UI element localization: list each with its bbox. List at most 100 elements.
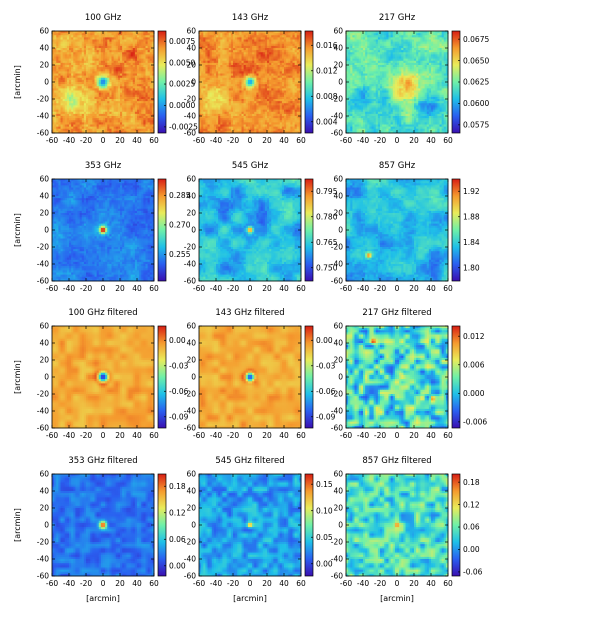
heatmap-cell: [112, 63, 114, 65]
heatmap-cell: [141, 88, 143, 90]
heatmap-cell: [65, 127, 67, 129]
heatmap-cell: [65, 57, 67, 59]
heatmap-cell: [133, 82, 135, 84]
heatmap-cell: [75, 40, 77, 42]
heatmap-cell: [69, 80, 71, 82]
heatmap-cell: [92, 116, 94, 118]
heatmap-cell: [67, 61, 69, 63]
heatmap-cell: [54, 35, 56, 37]
heatmap-cell: [129, 97, 131, 99]
heatmap-cell: [54, 40, 56, 42]
heatmap-cell: [88, 35, 90, 37]
heatmap-cell: [143, 65, 145, 67]
heatmap-cell: [124, 71, 126, 73]
heatmap-cell: [61, 71, 63, 73]
heatmap-cell: [107, 97, 109, 99]
heatmap-cell: [65, 67, 67, 69]
heatmap-cell: [126, 101, 128, 103]
heatmap-cell: [90, 86, 92, 88]
heatmap-cell: [101, 112, 103, 114]
heatmap-cell: [61, 84, 63, 86]
heatmap-cell: [103, 69, 105, 71]
heatmap-cell: [133, 118, 135, 120]
heatmap-cell: [54, 78, 56, 80]
heatmap-cell: [135, 37, 137, 39]
heatmap-cell: [105, 88, 107, 90]
heatmap-cell: [133, 48, 135, 50]
heatmap-cell: [58, 46, 60, 48]
heatmap-cell: [122, 57, 124, 59]
heatmap-cell: [63, 50, 65, 52]
heatmap-cell: [92, 82, 94, 84]
heatmap-cell: [71, 74, 73, 76]
heatmap-cell: [112, 33, 114, 35]
heatmap-cell: [63, 80, 65, 82]
heatmap-cell: [67, 78, 69, 80]
heatmap-cell: [71, 57, 73, 59]
heatmap-cell: [56, 93, 58, 95]
heatmap-cell: [137, 88, 139, 90]
heatmap-cell: [103, 108, 105, 110]
heatmap-cell: [116, 114, 118, 116]
heatmap-cell: [82, 44, 84, 46]
heatmap-cell: [101, 71, 103, 73]
heatmap-cell: [131, 78, 133, 80]
heatmap-cell: [146, 71, 148, 73]
heatmap-cell: [146, 35, 148, 37]
heatmap-cell: [116, 48, 118, 50]
heatmap-cell: [133, 76, 135, 78]
heatmap-cell: [99, 44, 101, 46]
heatmap-cell: [118, 71, 120, 73]
heatmap-cell: [105, 52, 107, 54]
heatmap-cell: [112, 99, 114, 101]
heatmap-cell: [92, 120, 94, 122]
heatmap-cell: [139, 61, 141, 63]
heatmap-cell: [150, 99, 152, 101]
heatmap-cell: [107, 74, 109, 76]
heatmap-cell: [84, 95, 86, 97]
heatmap-cell: [133, 122, 135, 124]
heatmap-cell: [116, 61, 118, 63]
heatmap-cell: [146, 91, 148, 93]
heatmap-cell: [88, 86, 90, 88]
heatmap-cell: [69, 95, 71, 97]
heatmap-cell: [80, 71, 82, 73]
heatmap-cell: [75, 116, 77, 118]
heatmap-cell: [82, 69, 84, 71]
heatmap-cell: [92, 37, 94, 39]
heatmap-cell: [84, 110, 86, 112]
heatmap-cell: [101, 93, 103, 95]
heatmap-cell: [146, 37, 148, 39]
heatmap-cell: [137, 63, 139, 65]
heatmap-cell: [141, 101, 143, 103]
heatmap-cell: [90, 120, 92, 122]
heatmap-cell: [90, 88, 92, 90]
heatmap-cell: [141, 50, 143, 52]
heatmap-cell: [82, 88, 84, 90]
heatmap-cell: [135, 122, 137, 124]
heatmap-cell: [65, 37, 67, 39]
heatmap-cell: [118, 114, 120, 116]
heatmap-cell: [107, 76, 109, 78]
heatmap-cell: [105, 116, 107, 118]
heatmap-cell: [75, 54, 77, 56]
heatmap-cell: [139, 46, 141, 48]
heatmap-cell: [75, 97, 77, 99]
heatmap-cell: [116, 33, 118, 35]
heatmap-cell: [143, 74, 145, 76]
heatmap-cell: [120, 114, 122, 116]
heatmap-cell: [118, 116, 120, 118]
heatmap-cell: [112, 93, 114, 95]
heatmap-cell: [82, 101, 84, 103]
heatmap-cell: [150, 120, 152, 122]
heatmap-cell: [131, 52, 133, 54]
heatmap-cell: [82, 112, 84, 114]
heatmap-cell: [95, 125, 97, 127]
heatmap-cell: [131, 59, 133, 61]
heatmap-cell: [105, 40, 107, 42]
heatmap-cell: [122, 80, 124, 82]
heatmap-cell: [122, 59, 124, 61]
heatmap-cell: [131, 33, 133, 35]
heatmap-cell: [105, 108, 107, 110]
heatmap-cell: [61, 76, 63, 78]
